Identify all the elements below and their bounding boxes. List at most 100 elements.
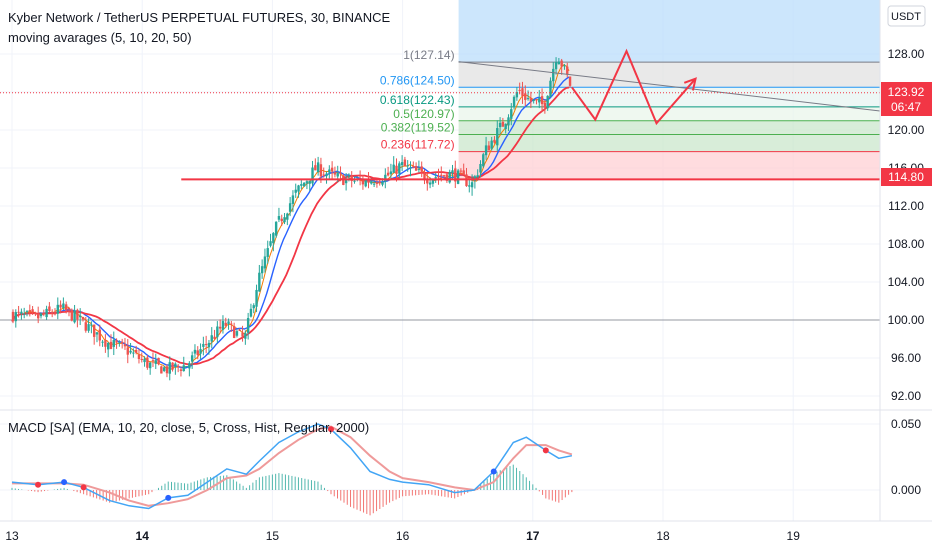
candle-body bbox=[87, 324, 90, 331]
price-tick-label: 112.00 bbox=[888, 199, 924, 213]
candle-body bbox=[316, 162, 320, 173]
candle-body bbox=[140, 358, 143, 360]
candle-body bbox=[375, 182, 379, 184]
macd-tick-label: 0.000 bbox=[891, 483, 921, 497]
candle-body bbox=[78, 315, 82, 318]
macd-pane bbox=[0, 423, 880, 516]
candle-body bbox=[221, 321, 225, 330]
fib-level-label: 0.382(119.52) bbox=[381, 121, 455, 135]
candle-body bbox=[39, 313, 43, 317]
candle-body bbox=[496, 128, 499, 146]
price-tick-label: 104.00 bbox=[888, 275, 925, 289]
candle-body bbox=[291, 195, 295, 204]
candle-body bbox=[336, 173, 339, 177]
candle-body bbox=[224, 322, 227, 326]
candle-body bbox=[400, 162, 404, 166]
candle-body bbox=[81, 316, 85, 320]
candle-body bbox=[445, 174, 449, 181]
candle-body bbox=[507, 117, 510, 126]
support-price-value: 114.80 bbox=[888, 170, 924, 184]
candle-body bbox=[36, 314, 40, 319]
candle-body bbox=[67, 307, 71, 310]
candle-body bbox=[48, 306, 51, 312]
fib-zone bbox=[458, 87, 880, 107]
macd-legend: MACD [SA] (EMA, 10, 20, close, 5, Cross,… bbox=[8, 420, 369, 435]
candle-body bbox=[277, 216, 281, 220]
candle-body bbox=[440, 174, 443, 176]
candle-body bbox=[160, 366, 163, 374]
candle-body bbox=[25, 311, 29, 313]
price-tick-label: 96.00 bbox=[891, 351, 921, 365]
macd-cross-dot bbox=[490, 468, 497, 475]
chart-title: Kyber Network / TetherUS PERPETUAL FUTUR… bbox=[8, 10, 390, 25]
drawings-layer[interactable] bbox=[0, 48, 881, 181]
candle-body bbox=[112, 340, 115, 347]
candle-body bbox=[300, 184, 303, 186]
candle-body bbox=[95, 332, 99, 335]
fib-zone bbox=[458, 106, 880, 121]
candle-body bbox=[501, 121, 505, 127]
fib-zone-top bbox=[458, 0, 880, 63]
candle-body bbox=[294, 189, 297, 193]
candle-body bbox=[101, 341, 104, 343]
candle-body bbox=[451, 170, 454, 174]
candle-body bbox=[34, 313, 37, 315]
candle-body bbox=[498, 122, 502, 128]
candle-body bbox=[207, 342, 211, 348]
candle-body bbox=[76, 309, 79, 320]
candle-body bbox=[255, 289, 258, 307]
candle-body bbox=[132, 352, 135, 354]
candle-body bbox=[479, 164, 482, 173]
time-axis[interactable]: 13 14 15 16 17 18 19 bbox=[5, 529, 800, 543]
fib-zone bbox=[458, 134, 880, 152]
candle-body bbox=[344, 178, 348, 184]
candle-body bbox=[361, 179, 365, 185]
candle-body bbox=[454, 168, 457, 182]
price-axis[interactable]: 128.00124.00120.00116.00112.00108.00104.… bbox=[888, 47, 925, 403]
candle-body bbox=[448, 171, 451, 183]
candle-body bbox=[526, 98, 530, 100]
candle-body bbox=[521, 88, 524, 96]
candle-body bbox=[392, 164, 395, 173]
candle-body bbox=[134, 350, 138, 353]
time-tick-label: 17 bbox=[526, 529, 540, 543]
currency-button[interactable]: USDT bbox=[887, 5, 926, 27]
candle-body bbox=[512, 96, 516, 108]
candle-body bbox=[196, 350, 199, 356]
candle-body bbox=[406, 165, 409, 167]
candle-body bbox=[302, 182, 306, 187]
candle-body bbox=[403, 159, 407, 167]
candle-body bbox=[504, 123, 507, 130]
candle-body bbox=[249, 308, 253, 317]
fib-level-label: 0.618(122.43) bbox=[380, 93, 455, 107]
candle-body bbox=[53, 313, 57, 315]
candle-body bbox=[350, 175, 353, 181]
candle-body bbox=[162, 367, 166, 371]
candle-body bbox=[319, 164, 323, 177]
fibonacci-retracement[interactable] bbox=[458, 0, 880, 180]
ma-20-line bbox=[11, 86, 570, 366]
candle-body bbox=[417, 168, 421, 170]
candle-body bbox=[372, 183, 376, 185]
fib-level-label: 0.236(117.72) bbox=[381, 138, 455, 152]
candle-body bbox=[442, 175, 446, 177]
fib-level-label: 0.5(120.97) bbox=[393, 107, 454, 121]
candle-body bbox=[193, 349, 197, 354]
macd-axis: 0.050 0.000 bbox=[891, 417, 921, 497]
candle-body bbox=[554, 62, 558, 70]
candle-body bbox=[389, 171, 393, 175]
candle-body bbox=[90, 324, 93, 326]
macd-tick-label: 0.050 bbox=[891, 417, 921, 431]
fib-level-label: 1(127.14) bbox=[403, 48, 454, 62]
candle-body bbox=[148, 362, 152, 369]
candle-body bbox=[560, 60, 563, 67]
macd-signal-line bbox=[12, 425, 573, 507]
price-tick-label: 100.00 bbox=[888, 313, 925, 327]
candle-body bbox=[423, 173, 426, 181]
candle-body bbox=[518, 89, 521, 91]
price-tick-label: 92.00 bbox=[891, 389, 921, 403]
candle-body bbox=[98, 329, 101, 341]
candle-body bbox=[532, 99, 535, 102]
candle-body bbox=[510, 109, 513, 119]
